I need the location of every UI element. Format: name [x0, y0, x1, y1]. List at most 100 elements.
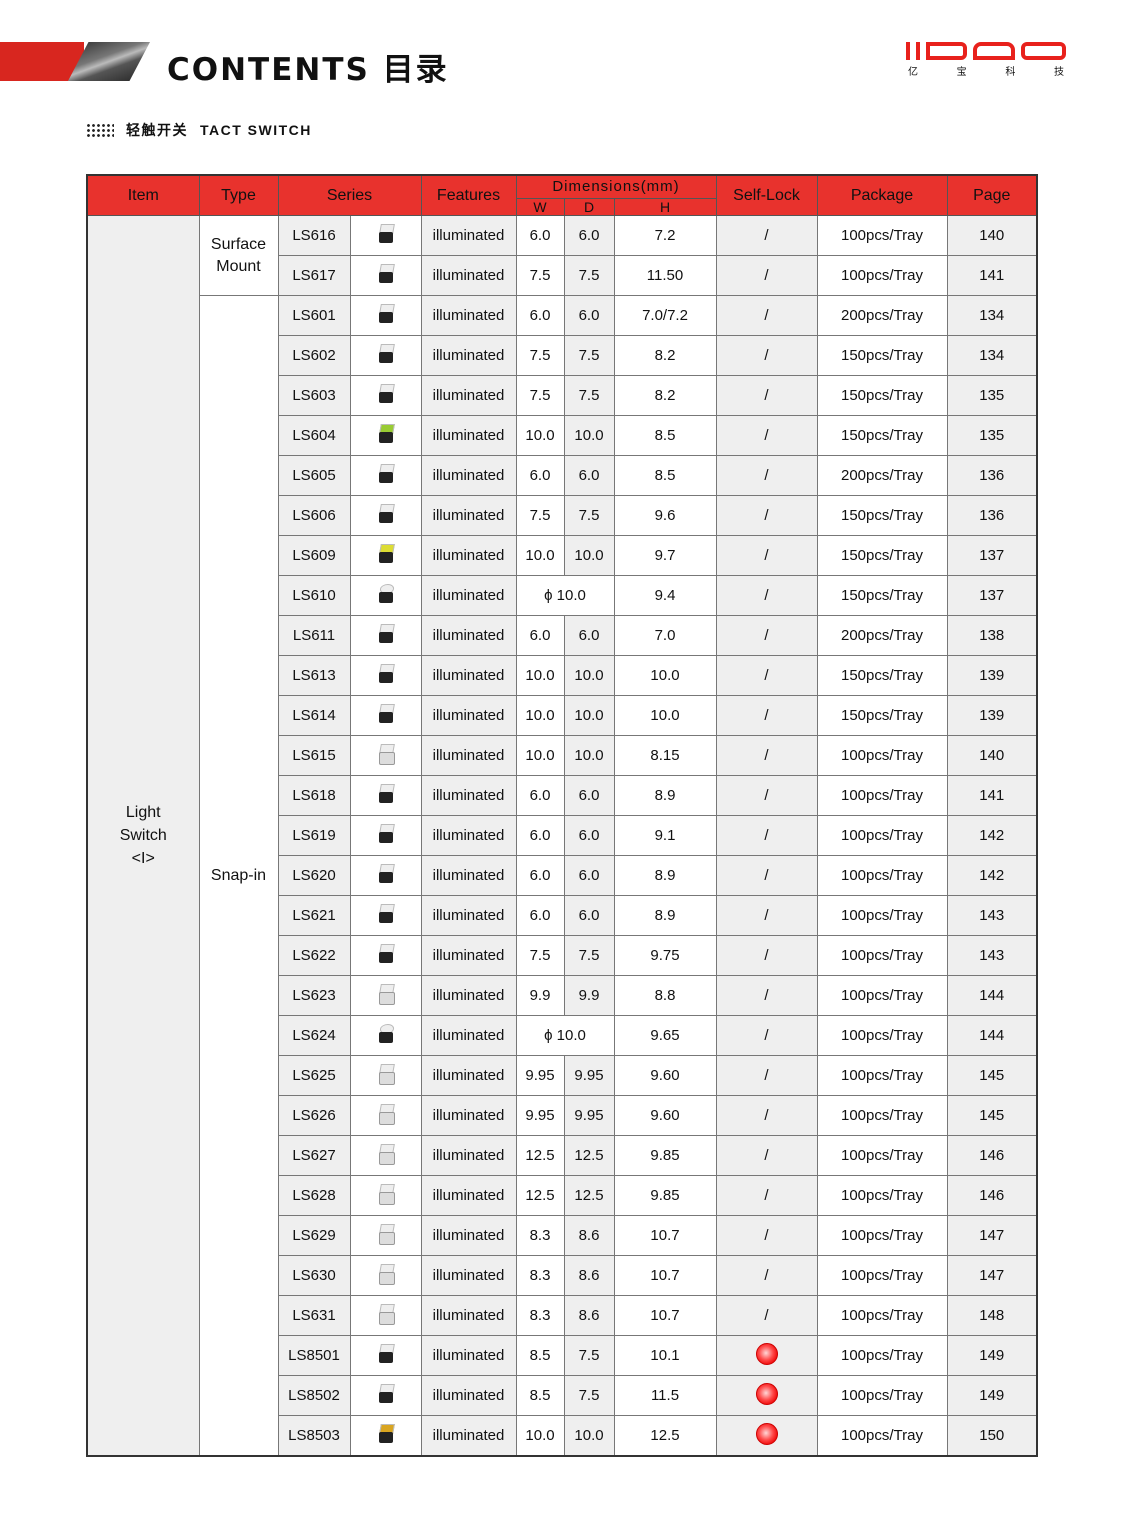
depth-cell: 7.5	[563, 1335, 615, 1376]
page-cell: 142	[946, 855, 1038, 896]
package-cell: 100pcs/Tray	[816, 935, 948, 976]
width-cell: 10.0	[515, 735, 565, 776]
height-cell: 10.0	[613, 695, 717, 736]
logo-cn-char: 亿	[908, 67, 918, 78]
features-cell: illuminated	[420, 815, 517, 856]
depth-cell: 6.0	[563, 615, 615, 656]
features-cell: illuminated	[420, 975, 517, 1016]
selflock-cell: /	[715, 655, 818, 696]
height-cell: 8.2	[613, 375, 717, 416]
package-cell: 100pcs/Tray	[816, 1295, 948, 1336]
depth-cell: 12.5	[563, 1135, 615, 1176]
height-cell: 9.60	[613, 1095, 717, 1136]
features-cell: illuminated	[420, 415, 517, 456]
item-label: Light Switch <I>	[119, 804, 167, 867]
width-cell: 12.5	[515, 1175, 565, 1216]
package-cell: 100pcs/Tray	[816, 895, 948, 936]
selflock-cell: /	[715, 1255, 818, 1296]
selflock-cell	[715, 1335, 818, 1376]
width-cell: 6.0	[515, 455, 565, 496]
switch-product-icon	[377, 343, 395, 364]
height-cell: 10.7	[613, 1215, 717, 1256]
package-cell: 150pcs/Tray	[816, 655, 948, 696]
product-image-cell	[349, 935, 422, 976]
features-cell: illuminated	[420, 895, 517, 936]
page-cell: 146	[946, 1135, 1038, 1176]
type-label: Snap-in	[210, 866, 267, 884]
table-row: LS623 illuminated 9.9 9.9 8.8/100pcs/Tray 144	[87, 975, 1038, 1016]
package-cell: 200pcs/Tray	[816, 295, 948, 336]
section-title-en: TACT SWITCH	[200, 122, 312, 138]
width-cell: 12.5	[515, 1135, 565, 1176]
series-code: LS624	[277, 1015, 351, 1056]
series-code: LS627	[277, 1135, 351, 1176]
selflock-cell: /	[715, 1135, 818, 1176]
features-cell: illuminated	[420, 455, 517, 496]
features-cell: illuminated	[420, 735, 517, 776]
product-image-cell	[349, 775, 422, 816]
series-code: LS620	[277, 855, 351, 896]
series-code: LS615	[277, 735, 351, 776]
switch-product-icon	[377, 903, 395, 924]
width-cell: 8.3	[515, 1295, 565, 1336]
table-row: LS628 illuminated 12.5 12.5 9.85/100pcs/Tray…	[87, 1175, 1038, 1216]
table-row: LS629 illuminated 8.3 8.6 10.7/100pcs/Tray 14…	[87, 1215, 1038, 1256]
page-cell: 147	[946, 1215, 1038, 1256]
width-cell: 8.5	[515, 1335, 565, 1376]
width-cell: 10.0	[515, 1415, 565, 1457]
depth-cell: 9.95	[563, 1095, 615, 1136]
selflock-cell	[715, 1375, 818, 1416]
page-cell: 144	[946, 1015, 1038, 1056]
product-image-cell	[349, 1015, 422, 1056]
width-cell: 6.0	[515, 815, 565, 856]
product-image-cell	[349, 1175, 422, 1216]
switch-product-icon	[377, 423, 395, 444]
package-cell: 150pcs/Tray	[816, 575, 948, 616]
section-heading: 轻触开关 TACT SWITCH	[86, 120, 312, 140]
product-image-cell	[349, 575, 422, 616]
depth-cell: 6.0	[563, 455, 615, 496]
features-cell: illuminated	[420, 335, 517, 376]
selflock-cell: /	[715, 1175, 818, 1216]
depth-cell: 8.6	[563, 1215, 615, 1256]
package-cell: 100pcs/Tray	[816, 1135, 948, 1176]
table-row: LS617 illuminated 7.5 7.5 11.50/100pcs/Tray 1…	[87, 255, 1038, 296]
height-cell: 10.7	[613, 1295, 717, 1336]
height-cell: 8.9	[613, 855, 717, 896]
header-features: Features	[420, 174, 517, 216]
series-code: LS609	[277, 535, 351, 576]
height-cell: 9.85	[613, 1135, 717, 1176]
page-cell: 139	[946, 655, 1038, 696]
red-dot-icon	[755, 1342, 778, 1365]
depth-cell: 6.0	[563, 815, 615, 856]
product-image-cell	[349, 815, 422, 856]
page-cell: 137	[946, 535, 1038, 576]
height-cell: 8.9	[613, 895, 717, 936]
depth-cell: 7.5	[563, 335, 615, 376]
header-dimensions: Dimensions(mm)	[515, 174, 717, 199]
width-cell: 9.95	[515, 1055, 565, 1096]
series-code: LS619	[277, 815, 351, 856]
header-item: Item	[86, 174, 200, 216]
table-row: LS614 illuminated 10.0 10.0 10.0/150pcs/Tray…	[87, 695, 1038, 736]
series-code: LS602	[277, 335, 351, 376]
selflock-cell: /	[715, 255, 818, 296]
table-row: Light Switch <I> Surface Mount LS616 illumi…	[86, 215, 1038, 1457]
depth-cell: 10.0	[563, 1415, 615, 1457]
product-image-cell	[349, 1095, 422, 1136]
logo-cn-char: 科	[1005, 67, 1016, 78]
height-cell: 11.50	[613, 255, 717, 296]
selflock-cell: /	[715, 1015, 818, 1056]
features-cell: illuminated	[420, 1255, 517, 1296]
height-cell: 9.60	[613, 1055, 717, 1096]
width-cell: 8.5	[515, 1375, 565, 1416]
table-row: LS615 illuminated 10.0 10.0 8.15/100pcs/Tray…	[87, 735, 1038, 776]
product-image-cell	[349, 415, 422, 456]
features-cell: illuminated	[420, 1335, 517, 1376]
width-cell: 7.5	[515, 375, 565, 416]
depth-cell: 6.0	[563, 855, 615, 896]
package-cell: 200pcs/Tray	[816, 455, 948, 496]
switch-product-icon	[377, 743, 395, 765]
series-code: LS606	[277, 495, 351, 536]
features-cell: illuminated	[420, 255, 517, 296]
